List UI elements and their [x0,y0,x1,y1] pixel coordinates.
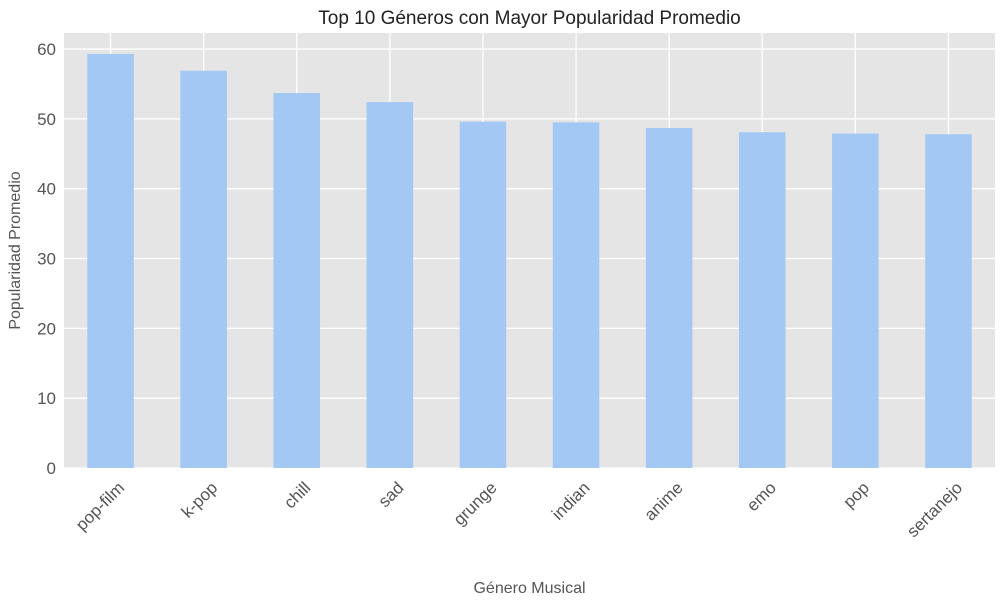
x-axis-ticks: pop-film k-pop chill sad grunge indian anime em… [72,478,966,541]
bar-pop-film [87,53,134,469]
bar-sad [366,102,414,469]
bars [87,53,972,469]
x-tick-label: anime [641,478,687,524]
bar-grunge [459,121,507,468]
bar-k-pop [180,70,227,469]
x-axis-label: Género Musical [473,580,585,597]
y-tick-label: 50 [37,110,56,129]
x-tick-label: grunge [450,478,501,529]
x-tick-label: sad [375,478,408,511]
x-tick-label: emo [743,478,780,515]
y-tick-label: 0 [47,459,56,478]
bar-emo [738,132,786,468]
bar-chill [273,93,321,468]
x-tick-label: chill [280,478,314,512]
bar-pop [832,133,879,468]
y-tick-label: 20 [37,319,56,338]
bar-sertanejo [925,134,972,468]
bar-anime [645,127,693,468]
y-tick-label: 10 [37,389,56,408]
bar-indian [552,122,600,468]
x-tick-label: indian [548,478,594,524]
chart-title: Top 10 Géneros con Mayor Popularidad Pro… [318,8,740,29]
y-axis-ticks: 0 10 20 30 40 50 60 [37,40,56,478]
y-axis-label: Popularidad Promedio [7,171,24,329]
x-tick-label: pop-film [72,478,128,534]
y-tick-label: 30 [37,250,56,269]
y-tick-label: 40 [37,180,56,199]
y-tick-label: 60 [37,40,56,59]
x-tick-label: k-pop [178,478,222,522]
x-tick-label: sertanejo [903,478,966,541]
x-tick-label: pop [839,478,872,511]
